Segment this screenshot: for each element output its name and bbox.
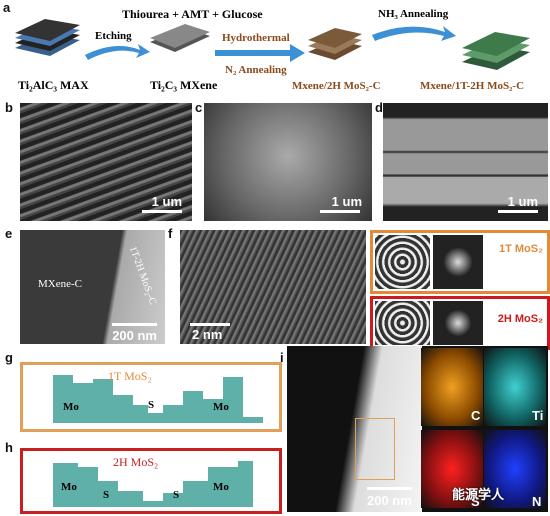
watermark: 能源学人 <box>452 488 505 503</box>
map-label: N <box>532 494 542 509</box>
element-label: Mo <box>213 481 229 493</box>
scale-bar: 1 um <box>507 194 538 209</box>
tem-image: MXene-C 1T-2H MoS₂-C 200 nm <box>20 230 165 344</box>
scheme <box>15 19 530 70</box>
arrow <box>215 44 305 62</box>
material-label: Mxene/2H MoS₂-C <box>292 80 381 92</box>
material-label: Ti₂C₃ MXene <box>150 78 218 92</box>
panel-label: c <box>195 100 203 115</box>
scale-bar: 2 nm <box>192 327 223 342</box>
reagents: Thiourea + AMT + Glucose <box>122 7 263 21</box>
scale-bar: 200 nm <box>112 328 157 343</box>
panel-label: b <box>5 100 13 115</box>
element-label: S <box>148 399 155 411</box>
max-sheets <box>15 19 80 56</box>
panel-label: f <box>168 226 173 241</box>
sem-image: 1 um <box>204 103 372 221</box>
profile-g: 1T MoS₂ Mo S Mo <box>20 362 282 432</box>
element-label: S <box>103 489 110 501</box>
panel-label: h <box>5 440 13 455</box>
element-label: Mo <box>63 401 79 413</box>
element-label: Mo <box>213 401 229 413</box>
mid-sheet <box>308 28 362 60</box>
panel-label: a <box>3 0 11 15</box>
eds-map <box>484 430 546 508</box>
map-label: Ti <box>532 408 544 423</box>
map-label: C <box>471 408 481 423</box>
panel-label: d <box>375 100 383 115</box>
arrow <box>85 44 150 60</box>
eds-map <box>421 348 483 426</box>
inset-1t: 1T MoS₂ <box>370 230 550 294</box>
profile-h: 2H MoS₂ Mo S S Mo <box>20 448 282 514</box>
sem-image: 1 um <box>383 103 548 221</box>
eds-map <box>421 430 483 508</box>
scale-bar: 1 um <box>151 194 182 209</box>
profile-title: 1T MoS₂ <box>108 369 152 383</box>
map-label: S <box>471 494 480 509</box>
stem-image: 200 nm C Ti S N 能源学人 <box>287 346 548 512</box>
profile-title: 2H MoS₂ <box>113 455 159 469</box>
arrow <box>372 26 456 41</box>
material-label: Ti₂AlC₃ MAX <box>18 78 89 92</box>
scale-bar: 200 nm <box>367 493 412 508</box>
step-label: Hydrothermal <box>222 32 290 44</box>
element-label: Mo <box>61 481 77 493</box>
element-label: S <box>173 489 180 501</box>
layer-label: 1T-2H MoS₂-C <box>126 244 159 307</box>
scale-bar: 1 um <box>331 194 362 209</box>
step-label: Etching <box>95 30 132 42</box>
inset-2h: 2H MoS₂ <box>370 296 550 350</box>
hrtem-image: 2 nm <box>180 230 366 344</box>
panel-label: e <box>5 226 13 241</box>
region-label: MXene-C <box>38 278 82 290</box>
step-label: NH₃ Annealing <box>378 8 449 20</box>
step-label: N₂ Annealing <box>225 64 287 76</box>
eds-map <box>484 348 546 426</box>
panel-label: g <box>5 350 13 365</box>
material-label: Mxene/1T-2H MoS₂-C <box>420 80 525 92</box>
phase-label: 1T MoS₂ <box>499 243 543 255</box>
phase-label: 2H MoS₂ <box>497 313 543 325</box>
final-sheet <box>462 32 530 70</box>
sem-image: 1 um <box>20 103 192 221</box>
panel-label: i <box>280 350 284 365</box>
